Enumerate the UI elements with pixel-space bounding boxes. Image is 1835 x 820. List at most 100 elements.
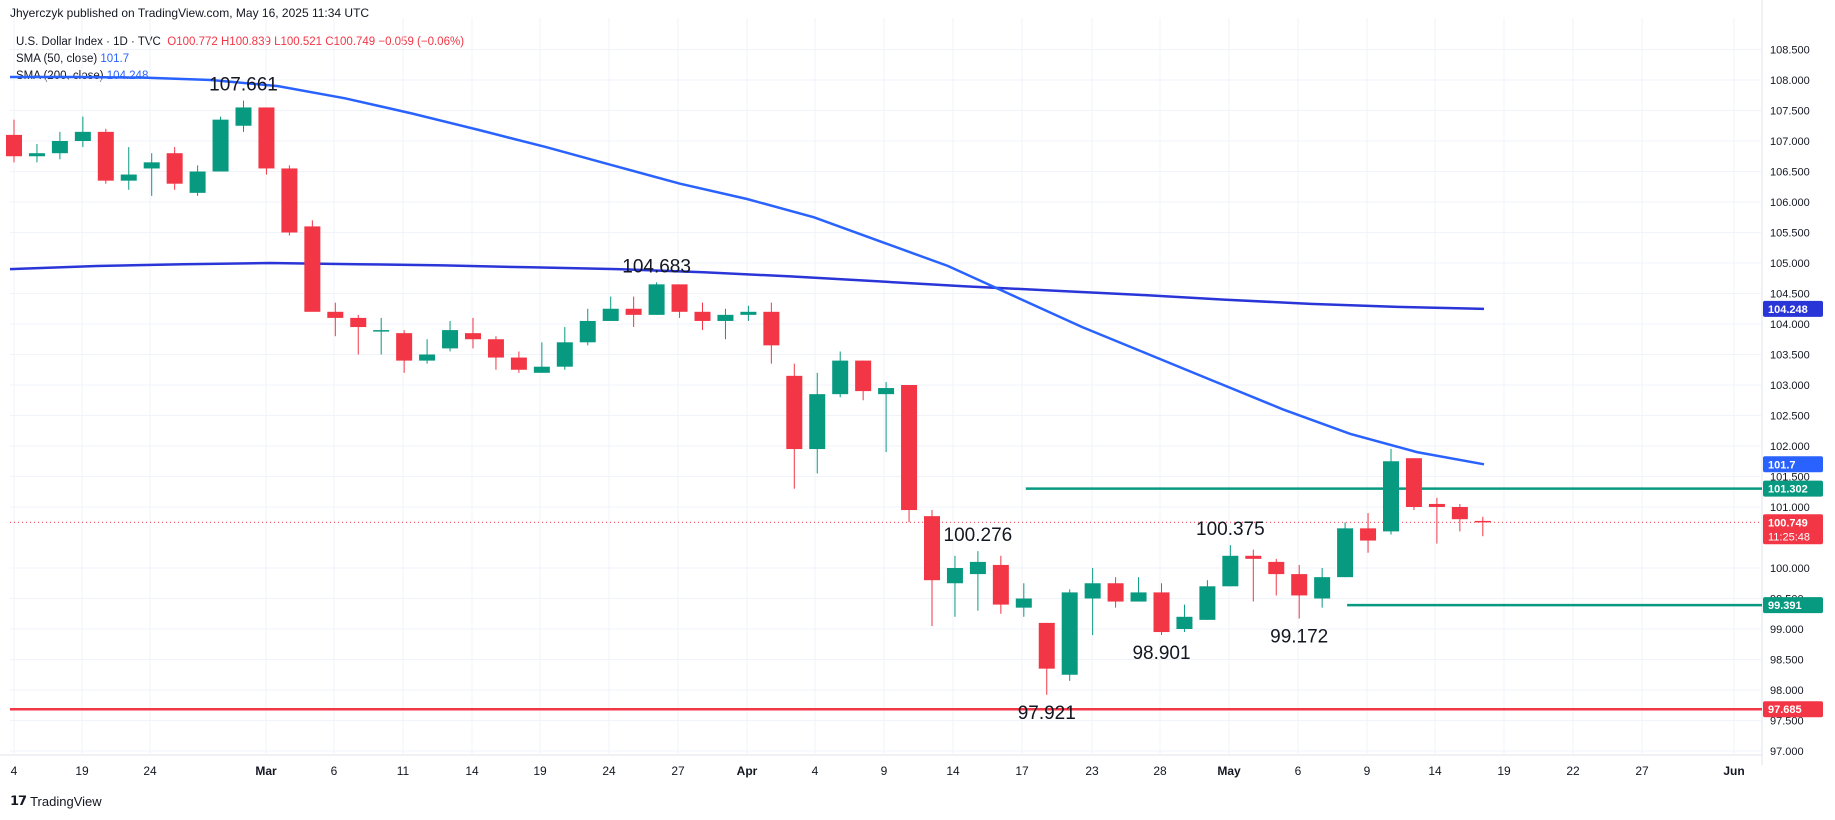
candle-body[interactable] <box>120 174 137 181</box>
candle-body[interactable] <box>992 564 1009 605</box>
tradingview-logo-icon: 𝟭𝟳 <box>10 793 27 808</box>
candle-body[interactable] <box>786 375 803 450</box>
candle-body[interactable] <box>1015 598 1032 608</box>
candle-body[interactable] <box>648 284 665 315</box>
candle-body[interactable] <box>1130 592 1147 602</box>
candle-body[interactable] <box>442 330 459 349</box>
x-tick-label: 22 <box>1566 764 1580 778</box>
candle-body[interactable] <box>878 388 895 395</box>
level-badge-label: 97.685 <box>1768 704 1802 716</box>
y-tick-label: 102.000 <box>1770 441 1810 453</box>
candle-body[interactable] <box>671 284 688 312</box>
candle-body[interactable] <box>327 311 344 318</box>
candle-body[interactable] <box>1038 622 1055 669</box>
candle-body[interactable] <box>969 561 986 575</box>
candle-body[interactable] <box>51 141 68 154</box>
y-tick-label: 104.000 <box>1770 319 1810 331</box>
candle-body[interactable] <box>1061 592 1078 675</box>
candle-body[interactable] <box>1291 574 1308 596</box>
candle-body[interactable] <box>832 360 849 395</box>
candle-body[interactable] <box>487 339 504 358</box>
candle-body[interactable] <box>924 516 940 581</box>
candle-body[interactable] <box>717 314 734 321</box>
y-tick-label: 104.500 <box>1770 289 1810 301</box>
candle-body[interactable] <box>809 394 826 450</box>
y-tick-label: 97.500 <box>1770 716 1804 728</box>
level-badge <box>1763 480 1823 497</box>
candle-body[interactable] <box>143 162 160 169</box>
candle-body[interactable] <box>258 107 275 169</box>
candle-body[interactable] <box>1176 616 1193 629</box>
last-price-badge <box>1763 514 1823 545</box>
candle-body[interactable] <box>602 308 619 321</box>
candle-body[interactable] <box>1107 583 1124 602</box>
candle-body[interactable] <box>1405 458 1422 507</box>
candle-body[interactable] <box>189 171 206 193</box>
candle-body[interactable] <box>1199 586 1216 620</box>
candle-body[interactable] <box>533 366 550 373</box>
candle-body[interactable] <box>304 226 321 312</box>
sma200-line[interactable] <box>9 261 1485 311</box>
candle-body[interactable] <box>465 333 481 340</box>
candle-body[interactable] <box>350 317 367 328</box>
symbol-label[interactable]: U.S. Dollar Index · 1D · TVC <box>16 36 161 48</box>
x-tick-label: 11 <box>397 764 410 778</box>
candle-body[interactable] <box>763 311 780 346</box>
countdown-label: 11:25:48 <box>1768 531 1810 543</box>
candle-body[interactable] <box>1474 520 1491 523</box>
candle-body[interactable] <box>1314 577 1331 599</box>
y-tick-label: 103.500 <box>1770 350 1810 362</box>
y-tick-label: 105.000 <box>1770 258 1810 270</box>
candle-body[interactable] <box>1268 561 1285 575</box>
level-badge-label: 101.302 <box>1768 484 1808 496</box>
y-tick-label: 100.000 <box>1770 563 1810 575</box>
candle-body[interactable] <box>212 119 229 172</box>
y-tick-label: 98.500 <box>1770 655 1804 667</box>
candle-body[interactable] <box>373 330 390 332</box>
close-value: 100.749 <box>333 36 376 48</box>
price-annotation: 100.276 <box>944 525 1013 546</box>
x-tick-label: 4 <box>812 764 819 778</box>
price-annotation: 100.375 <box>1196 519 1265 540</box>
x-tick-label: 28 <box>1153 764 1167 778</box>
candle-body[interactable] <box>28 153 45 157</box>
y-tick-label: 107.500 <box>1770 106 1810 118</box>
sma50-legend-row[interactable]: SMA (50, close) 101.7 <box>16 51 464 68</box>
candle-body[interactable] <box>694 311 711 321</box>
candle-body[interactable] <box>1222 555 1239 587</box>
candle-body[interactable] <box>166 153 183 184</box>
candle-body[interactable] <box>556 342 573 367</box>
candle-body[interactable] <box>1153 592 1170 633</box>
candle-body[interactable] <box>6 134 22 157</box>
price-annotation: 107.661 <box>209 75 278 96</box>
candle-body[interactable] <box>740 311 757 315</box>
candle-body[interactable] <box>1383 461 1399 532</box>
candle-body[interactable] <box>901 385 918 511</box>
candle-body[interactable] <box>97 131 114 181</box>
price-annotation: 98.901 <box>1132 643 1190 664</box>
candle-body[interactable] <box>281 168 298 233</box>
candle-body[interactable] <box>1245 555 1262 559</box>
axis-badge-label: 101.7 <box>1768 459 1796 471</box>
x-tick-label: 19 <box>1497 764 1511 778</box>
candle-body[interactable] <box>855 360 872 392</box>
candle-body[interactable] <box>1337 528 1354 578</box>
candle-body[interactable] <box>235 107 252 126</box>
candle-body[interactable] <box>419 354 436 361</box>
candle-body[interactable] <box>1360 528 1377 541</box>
x-tick-label: Jun <box>1723 764 1744 778</box>
sma50-line[interactable] <box>10 75 1485 466</box>
candle-body[interactable] <box>510 357 527 370</box>
candle-body[interactable] <box>579 320 596 343</box>
x-tick-label: 9 <box>1364 764 1371 778</box>
candle-body[interactable] <box>1451 507 1468 520</box>
candle-body[interactable] <box>946 568 963 584</box>
candle-body[interactable] <box>396 333 413 361</box>
candle-body[interactable] <box>625 308 642 315</box>
candle-body[interactable] <box>1084 583 1101 599</box>
y-tick-label: 97.000 <box>1770 746 1804 758</box>
x-tick-label: 17 <box>1015 764 1029 778</box>
candle-body[interactable] <box>74 131 91 141</box>
candle-body[interactable] <box>1428 503 1445 507</box>
